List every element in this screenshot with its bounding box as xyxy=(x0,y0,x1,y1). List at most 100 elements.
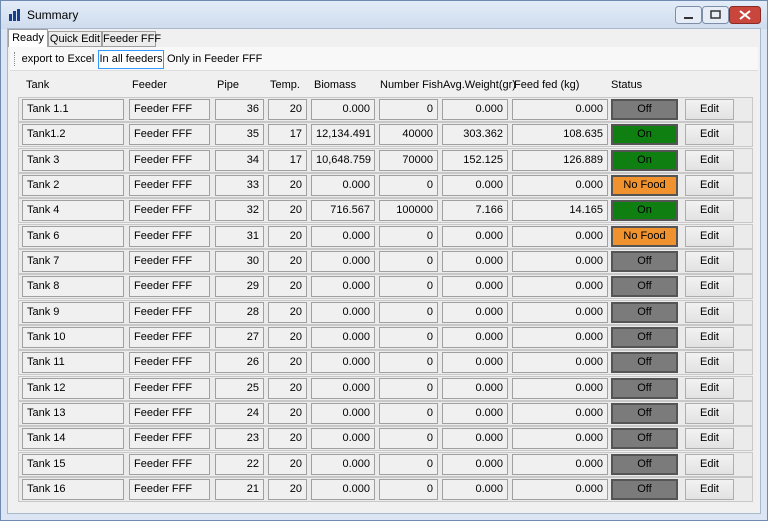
edit-button[interactable]: Edit xyxy=(685,301,734,323)
edit-button[interactable]: Edit xyxy=(685,478,734,500)
cell: 0 xyxy=(379,377,438,399)
cell: Tank 13 xyxy=(22,402,124,424)
cell: 0 xyxy=(379,250,438,272)
edit-button[interactable]: Edit xyxy=(685,99,734,120)
edit-button[interactable]: Edit xyxy=(685,276,734,298)
cell: 20 xyxy=(268,250,307,272)
cell: 0.000 xyxy=(512,478,608,500)
cell: 0.000 xyxy=(512,250,608,272)
cell: Tank 6 xyxy=(22,225,124,247)
cell: 0 xyxy=(379,402,438,424)
cell: 0 xyxy=(379,352,438,374)
cell: Feeder FFF xyxy=(129,428,210,450)
cell: 20 xyxy=(268,377,307,399)
cell: 0.000 xyxy=(512,174,608,196)
cell: 34 xyxy=(215,149,264,171)
edit-button[interactable]: Edit xyxy=(685,149,734,171)
tab[interactable]: Ready xyxy=(8,29,48,47)
status: On xyxy=(611,124,678,146)
title-bar: Summary xyxy=(1,1,767,29)
status: Off xyxy=(611,377,678,399)
cell: 0.000 xyxy=(311,326,375,348)
cell: Feeder FFF xyxy=(129,352,210,374)
cell: Tank 11 xyxy=(22,352,124,374)
cell: 29 xyxy=(215,276,264,298)
cell: 26 xyxy=(215,352,264,374)
edit-button[interactable]: Edit xyxy=(685,200,734,222)
cell: Feeder FFF xyxy=(129,124,210,146)
edit-button[interactable]: Edit xyxy=(685,352,734,374)
cell: 20 xyxy=(268,301,307,323)
column-header: Tank xyxy=(26,79,50,91)
toolbar-button[interactable]: In all feeders xyxy=(98,50,164,69)
cell: 21 xyxy=(215,478,264,500)
status: On xyxy=(611,200,678,222)
cell: Feeder FFF xyxy=(129,250,210,272)
cell: 33 xyxy=(215,174,264,196)
window-controls[interactable] xyxy=(675,6,761,25)
edit-button[interactable]: Edit xyxy=(685,250,734,272)
cell: 20 xyxy=(268,99,307,120)
cell: 0.000 xyxy=(311,174,375,196)
cell: Feeder FFF xyxy=(129,276,210,298)
cell: 0.000 xyxy=(512,99,608,120)
cell: Feeder FFF xyxy=(129,301,210,323)
edit-button[interactable]: Edit xyxy=(685,377,734,399)
cell: 0.000 xyxy=(512,326,608,348)
cell: 20 xyxy=(268,276,307,298)
edit-button[interactable]: Edit xyxy=(685,402,734,424)
cell: 32 xyxy=(215,200,264,222)
column-header: Avg.Weight(gr) xyxy=(443,79,516,91)
cell: 31 xyxy=(215,225,264,247)
cell: Feeder FFF xyxy=(129,326,210,348)
cell: 25 xyxy=(215,377,264,399)
tab[interactable]: Feeder FFF xyxy=(102,31,162,47)
cell: 0.000 xyxy=(442,250,508,272)
cell: Tank 12 xyxy=(22,377,124,399)
cell: Feeder FFF xyxy=(129,402,210,424)
tab[interactable]: Quick Edit xyxy=(48,31,102,47)
cell: 35 xyxy=(215,124,264,146)
edit-button[interactable]: Edit xyxy=(685,225,734,247)
column-header: Status xyxy=(611,79,643,91)
column-header: Biomass xyxy=(314,79,357,91)
edit-button[interactable]: Edit xyxy=(685,124,734,146)
cell: Tank 3 xyxy=(22,149,124,171)
cell: 126.889 xyxy=(512,149,608,171)
column-header: Temp. xyxy=(270,79,300,91)
cell: Feeder FFF xyxy=(129,99,210,120)
cell: 303.362 xyxy=(442,124,508,146)
cell: Tank 2 xyxy=(22,174,124,196)
cell: 70000 xyxy=(379,149,438,171)
cell: 0 xyxy=(379,326,438,348)
edit-button[interactable]: Edit xyxy=(685,453,734,475)
cell: 100000 xyxy=(379,200,438,222)
status: Off xyxy=(611,326,678,348)
cell: 0.000 xyxy=(442,453,508,475)
cell: 10,648.759 xyxy=(311,149,375,171)
cell: 22 xyxy=(215,453,264,475)
cell: Feeder FFF xyxy=(129,149,210,171)
cell: 108.635 xyxy=(512,124,608,146)
column-header: Feeder xyxy=(132,79,167,91)
cell: 0.000 xyxy=(442,301,508,323)
cell: 24 xyxy=(215,402,264,424)
edit-button[interactable]: Edit xyxy=(685,174,734,196)
cell: 0.000 xyxy=(311,301,375,323)
toolbar-button[interactable]: export to Excel xyxy=(21,53,95,65)
cell: Feeder FFF xyxy=(129,225,210,247)
cell: 12,134.491 xyxy=(311,124,375,146)
edit-button[interactable]: Edit xyxy=(685,326,734,348)
edit-button[interactable]: Edit xyxy=(685,428,734,450)
toolbar-button[interactable]: Only in Feeder FFF xyxy=(167,53,263,65)
cell: Feeder FFF xyxy=(129,174,210,196)
cell: 0.000 xyxy=(442,326,508,348)
cell: 20 xyxy=(268,428,307,450)
cell: 0.000 xyxy=(311,402,375,424)
cell: 40000 xyxy=(379,124,438,146)
cell: Feeder FFF xyxy=(129,377,210,399)
status: No Food xyxy=(611,174,678,196)
cell: 0 xyxy=(379,301,438,323)
app-icon xyxy=(9,9,20,21)
cell: 0.000 xyxy=(512,377,608,399)
